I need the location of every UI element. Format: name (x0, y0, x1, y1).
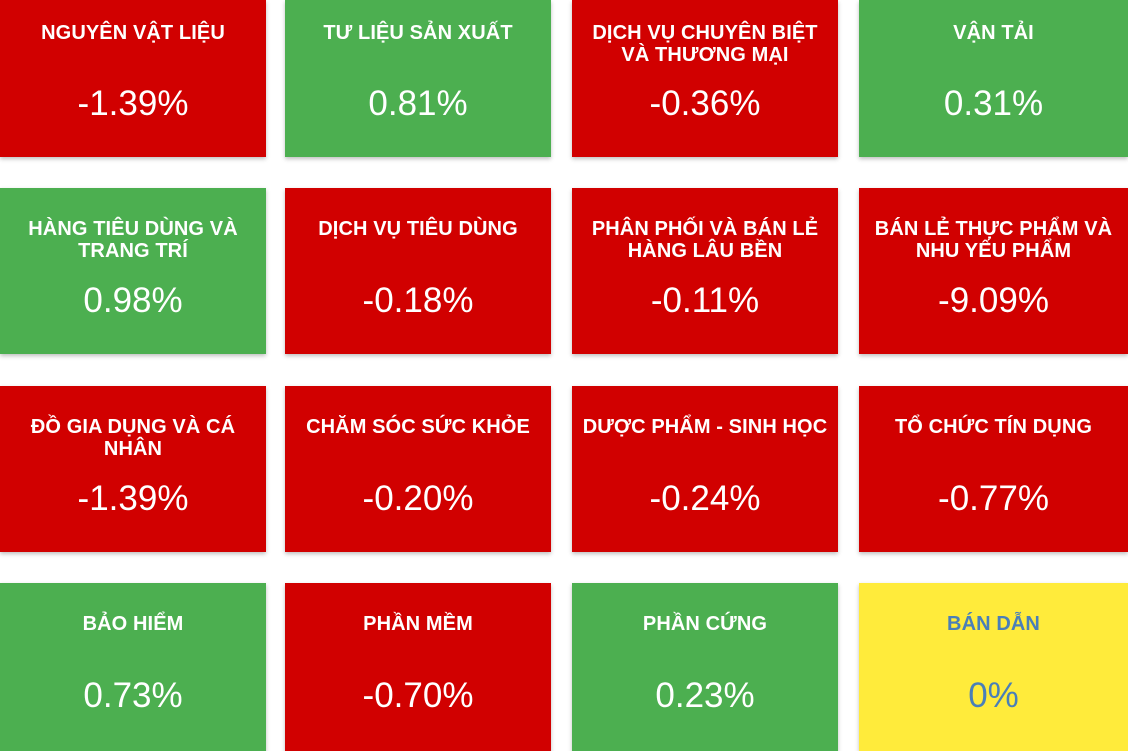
sector-name: HÀNG TIÊU DÙNG VÀ TRANG TRÍ (28, 218, 238, 262)
sector-tile[interactable]: PHÂN PHỐI VÀ BÁN LẺ HÀNG LÂU BỀN -0.11% (572, 188, 838, 354)
sector-change: 0.31% (943, 84, 1044, 123)
sector-tile[interactable]: DỊCH VỤ TIÊU DÙNG -0.18% (285, 188, 551, 354)
sector-name: PHẦN CỨNG (642, 613, 768, 635)
sector-change: -0.20% (362, 479, 474, 518)
sector-change: -0.70% (362, 676, 474, 715)
sector-tile[interactable]: BÁN DẪN 0% (859, 583, 1128, 751)
sector-change: -0.36% (649, 84, 761, 123)
sector-tile[interactable]: ĐỒ GIA DỤNG VÀ CÁ NHÂN -1.39% (0, 386, 266, 552)
sector-name: NGUYÊN VẬT LIỆU (41, 22, 225, 44)
sector-tile[interactable]: VẬN TẢI 0.31% (859, 0, 1128, 157)
sector-change: -0.24% (649, 479, 761, 518)
sector-name: CHĂM SÓC SỨC KHỎE (306, 416, 530, 438)
sector-name: PHẦN MỀM (363, 613, 473, 635)
sector-change: 0.23% (655, 676, 755, 715)
sector-tile[interactable]: BÁN LẺ THỰC PHẨM VÀ NHU YẾU PHẨM -9.09% (859, 188, 1128, 354)
sector-name: DỊCH VỤ TIÊU DÙNG (318, 218, 518, 240)
sector-name: TỔ CHỨC TÍN DỤNG (894, 416, 1093, 438)
sector-tile[interactable]: TỔ CHỨC TÍN DỤNG -0.77% (859, 386, 1128, 552)
sector-change: -1.39% (77, 479, 189, 518)
sector-tile[interactable]: TƯ LIỆU SẢN XUẤT 0.81% (285, 0, 551, 157)
sector-tile[interactable]: PHẦN CỨNG 0.23% (572, 583, 838, 751)
sector-name: BÁN LẺ THỰC PHẨM VÀ NHU YẾU PHẨM (874, 218, 1113, 262)
sector-name: VẬN TẢI (953, 22, 1034, 44)
sector-tile[interactable]: DƯỢC PHẨM - SINH HỌC -0.24% (572, 386, 838, 552)
sector-name: TƯ LIỆU SẢN XUẤT (323, 22, 513, 44)
sector-name: PHÂN PHỐI VÀ BÁN LẺ HÀNG LÂU BỀN (591, 218, 819, 262)
sector-change: -0.77% (938, 479, 1049, 518)
sector-name: BẢO HIỂM (82, 613, 184, 635)
sector-change: -9.09% (938, 281, 1049, 320)
sector-change: 0.73% (83, 676, 183, 715)
sector-tile[interactable]: BẢO HIỂM 0.73% (0, 583, 266, 751)
sector-tile[interactable]: PHẦN MỀM -0.70% (285, 583, 551, 751)
sector-tile[interactable]: NGUYÊN VẬT LIỆU -1.39% (0, 0, 266, 157)
sector-tile[interactable]: DỊCH VỤ CHUYÊN BIỆT VÀ THƯƠNG MẠI -0.36% (572, 0, 838, 157)
sector-tile[interactable]: CHĂM SÓC SỨC KHỎE -0.20% (285, 386, 551, 552)
sector-change: -1.39% (77, 84, 189, 123)
sector-name: DỊCH VỤ CHUYÊN BIỆT VÀ THƯƠNG MẠI (592, 22, 818, 66)
sector-tile[interactable]: HÀNG TIÊU DÙNG VÀ TRANG TRÍ 0.98% (0, 188, 266, 354)
sector-name: ĐỒ GIA DỤNG VÀ CÁ NHÂN (30, 416, 236, 460)
sector-change: 0.98% (83, 281, 183, 320)
sector-change: -0.18% (362, 281, 474, 320)
sector-name: DƯỢC PHẨM - SINH HỌC (582, 416, 828, 438)
sector-name: BÁN DẪN (947, 613, 1040, 635)
sector-change: 0% (968, 676, 1019, 715)
sector-change: 0.81% (368, 84, 468, 123)
sector-change: -0.11% (650, 281, 760, 320)
